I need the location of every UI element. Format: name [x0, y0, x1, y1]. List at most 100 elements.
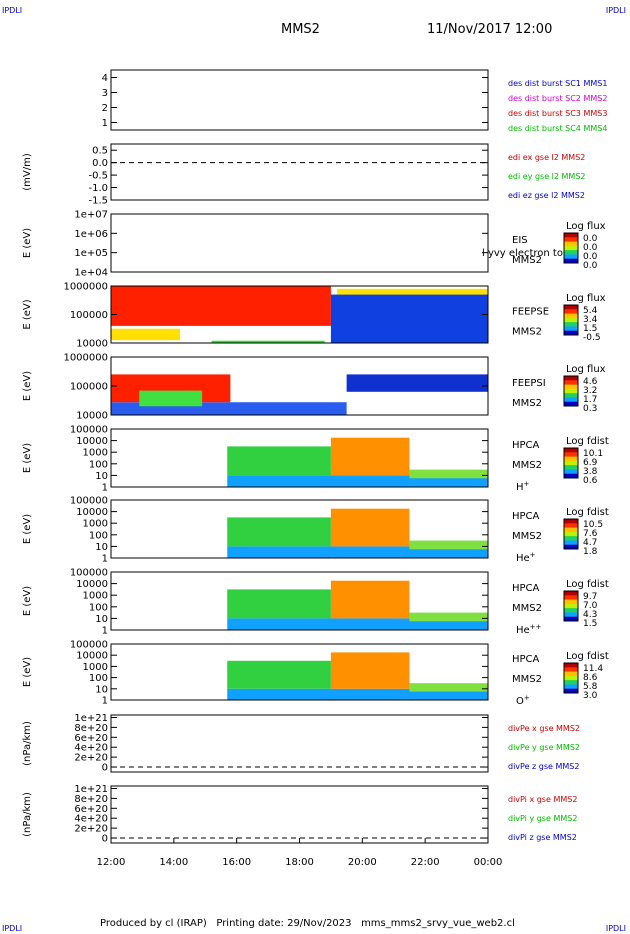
colorbar-tick-label: 0.3	[583, 404, 597, 414]
y-tick-label: 100000	[70, 640, 108, 651]
y-axis-label: E (eV)	[22, 443, 33, 473]
panel-burst: 4 3 2 1 des dist burst SC1 MMS1 des dist burs…	[102, 69, 607, 133]
colorbar-segment	[564, 523, 578, 529]
colorbar-segment	[564, 612, 578, 618]
colorbar-tick-label: 0.0	[583, 261, 598, 271]
colorbar-segment	[564, 448, 578, 453]
colorbar-segment	[564, 591, 578, 596]
colorbar-segment	[564, 527, 578, 533]
colorbar-segment	[564, 688, 578, 694]
y-tick-label: 1	[102, 696, 108, 707]
y-tick-label: 100000	[70, 382, 108, 393]
y-axis-label: (mV/m)	[22, 153, 33, 191]
y-tick-label: 4e+20	[74, 743, 108, 754]
instrument-label: FEEPSI	[512, 378, 546, 389]
colorbar-segment	[564, 540, 578, 546]
panel-frame	[110, 785, 489, 844]
colorbar	[563, 447, 579, 479]
species-label: H+	[516, 480, 530, 493]
y-axis-label: E (eV)	[22, 299, 33, 329]
y-tick-label: 0.0	[92, 158, 108, 169]
instrument-label: EIS	[512, 235, 528, 246]
y-tick-label: 10	[95, 684, 108, 695]
colorbar-tick-label: 1.5	[583, 619, 597, 629]
colorbar-segment	[564, 519, 578, 524]
legend-entry: des dist burst SC2 MMS2	[508, 94, 607, 103]
colorbar-segment	[564, 245, 578, 251]
y-axis-label: E (eV)	[22, 657, 33, 687]
legend-entry: divPe x gse MMS2	[508, 724, 580, 733]
legend-entry: divPi x gse MMS2	[508, 795, 577, 804]
species-label: He++	[516, 623, 542, 636]
spectrogram-band	[111, 328, 181, 341]
colorbar-frame	[563, 518, 579, 550]
instrument-label: FEEPSE	[512, 307, 549, 318]
footer-produced-by: Produced by cl (IRAP)	[100, 918, 207, 929]
colorbar-frame	[563, 447, 579, 479]
y-tick-label: 2	[102, 103, 108, 114]
instrument-label: HPCA	[512, 654, 540, 665]
colorbar-tick-label: 0.6	[583, 476, 598, 486]
spectrogram-band	[330, 580, 410, 619]
spectrogram-band	[409, 469, 488, 479]
x-tick-label: 20:00	[348, 857, 377, 868]
colorbar-segment	[564, 603, 578, 609]
y-tick-label: 100	[89, 602, 108, 613]
species-charge: +	[524, 480, 530, 488]
y-tick-label: 1e+04	[74, 268, 108, 279]
colorbar	[563, 662, 579, 694]
spacecraft-label: MMS2	[512, 603, 542, 614]
panel-frame	[110, 499, 489, 559]
y-tick-label: 10	[95, 614, 108, 625]
colorbar-tick-label: 10.1	[583, 449, 603, 459]
colorbar	[563, 375, 579, 407]
y-tick-label: 0	[102, 834, 108, 845]
y-tick-label: 2e+20	[74, 824, 108, 835]
colorbar-frame	[563, 232, 579, 264]
spacecraft-label: MMS2	[512, 327, 542, 338]
y-tick-label: 1000	[83, 591, 108, 602]
colorbar-tick-label: 7.6	[583, 529, 598, 539]
spacecraft-label: MMS2	[512, 531, 542, 542]
spectrogram-band	[330, 294, 488, 343]
colorbar-segment	[564, 599, 578, 605]
colorbar-segment	[564, 393, 578, 398]
panel-frame	[110, 643, 489, 701]
colorbar-segment	[564, 305, 578, 310]
spectrogram-band	[330, 652, 410, 689]
colorbar-segment	[564, 452, 578, 458]
colorbar-segment	[564, 330, 578, 336]
colorbar-segment	[564, 544, 578, 550]
colorbar-tick-label: 10.5	[583, 520, 603, 530]
spectrogram-band	[330, 437, 410, 476]
panel-frame	[110, 69, 489, 131]
spacecraft-label: MMS2	[512, 398, 542, 409]
colorbar-segment	[564, 317, 578, 323]
y-tick-label: 10000	[76, 579, 108, 590]
spectrogram-band	[330, 508, 410, 547]
colorbar-tick-label: 1.7	[583, 395, 597, 405]
colorbar-tick-label: 8.6	[583, 673, 598, 683]
colorbar-title: Log fdist	[566, 579, 609, 590]
colorbar-title: Log flux	[566, 221, 606, 232]
colorbar-segment	[564, 313, 578, 319]
species-label: He+	[516, 551, 536, 564]
colorbar-segment	[564, 680, 578, 685]
colorbar-tick-label: 4.6	[583, 377, 598, 387]
species-charge: ++	[530, 623, 542, 631]
panel-edi: 0.50.0 -0.5-1.0 -1.5 (mV/m) edi ex gse l2 MM…	[22, 143, 586, 207]
instrument-label: HPCA	[512, 440, 540, 451]
colorbar-segment	[564, 309, 578, 315]
spacecraft-label: MMS2	[512, 460, 542, 471]
spectrogram-band	[227, 446, 331, 476]
footer-script-name: mms_mms2_srvy_vue_web2.cl	[361, 918, 515, 929]
panel-feepse: 1000000 100000 10000 E (eV) FEEPSE MMS2 Log fl…	[22, 282, 606, 350]
panel-feepsi: 1000000 100000 10000 E (eV) FEEPSI MMS2 Log fl…	[22, 353, 606, 422]
y-tick-label: 8e+20	[74, 723, 108, 734]
y-axis-label: (nPa/km)	[22, 792, 33, 837]
y-tick-label: 1e+05	[74, 248, 108, 259]
